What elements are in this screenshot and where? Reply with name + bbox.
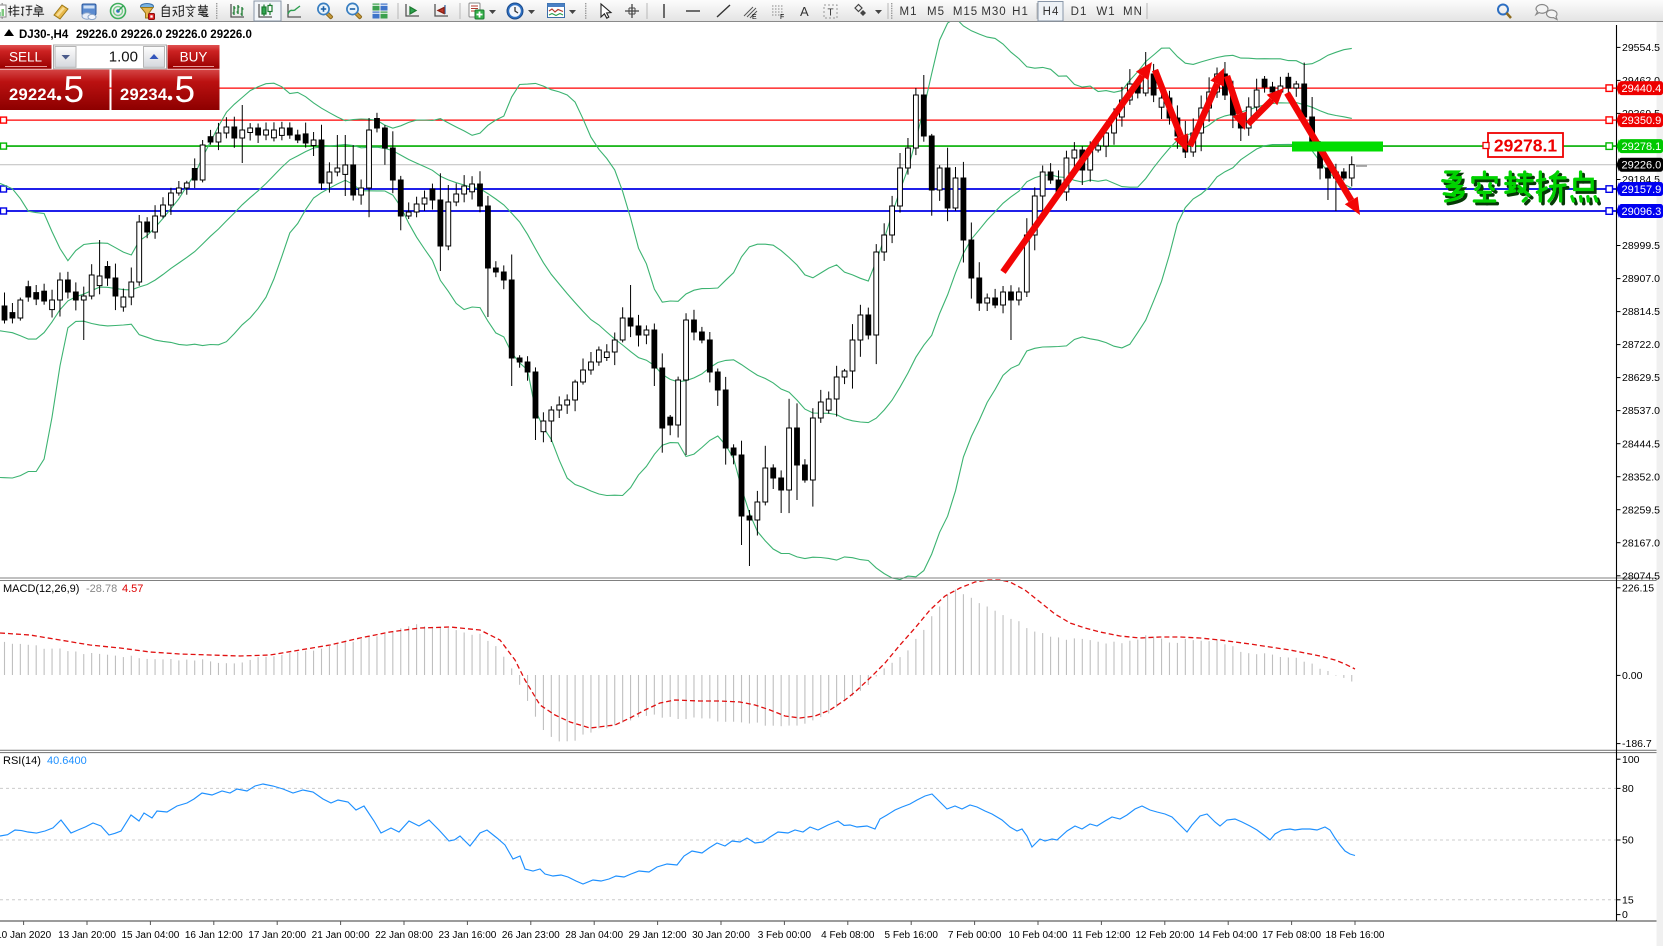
svg-text:29278.1: 29278.1 <box>1622 141 1662 153</box>
svg-text:15 Jan 04:00: 15 Jan 04:00 <box>121 930 179 941</box>
svg-text:28074.5: 28074.5 <box>1622 570 1660 582</box>
svg-text:0: 0 <box>1622 909 1628 921</box>
svg-text:M1: M1 <box>900 6 918 18</box>
svg-text:28629.5: 28629.5 <box>1622 372 1660 384</box>
svg-text:E: E <box>752 14 757 21</box>
svg-text:MACD(12,26,9): MACD(12,26,9) <box>3 583 79 595</box>
svg-text:M30: M30 <box>981 6 1006 18</box>
svg-text:SELL: SELL <box>9 50 43 65</box>
svg-text:226.15: 226.15 <box>1622 582 1654 594</box>
svg-text:28999.5: 28999.5 <box>1622 240 1660 252</box>
svg-text:10 Jan 2020: 10 Jan 2020 <box>0 930 52 941</box>
svg-text:1.00: 1.00 <box>109 49 138 66</box>
svg-text:30 Jan 20:00: 30 Jan 20:00 <box>692 930 750 941</box>
svg-text:28722.0: 28722.0 <box>1622 339 1660 351</box>
svg-text:F: F <box>780 14 784 21</box>
svg-text:28167.0: 28167.0 <box>1622 537 1660 549</box>
svg-text:RSI(14): RSI(14) <box>3 755 41 767</box>
svg-text:23 Jan 16:00: 23 Jan 16:00 <box>438 930 496 941</box>
svg-text:17 Feb 08:00: 17 Feb 08:00 <box>1262 930 1321 941</box>
svg-text:4.57: 4.57 <box>122 583 143 595</box>
svg-text:15: 15 <box>1622 894 1634 906</box>
svg-text:29278.1: 29278.1 <box>1494 136 1558 156</box>
svg-text:7 Feb 00:00: 7 Feb 00:00 <box>948 930 1002 941</box>
svg-text:BUY: BUY <box>180 50 208 65</box>
svg-text:H4: H4 <box>1043 6 1060 18</box>
svg-text:5: 5 <box>64 69 85 110</box>
svg-text:18 Feb 16:00: 18 Feb 16:00 <box>1326 930 1385 941</box>
svg-text:40.6400: 40.6400 <box>47 755 87 767</box>
svg-text:29554.5: 29554.5 <box>1622 42 1660 54</box>
svg-text:3 Feb 00:00: 3 Feb 00:00 <box>758 930 812 941</box>
svg-text:-186.7: -186.7 <box>1622 738 1652 750</box>
svg-text:13 Jan 20:00: 13 Jan 20:00 <box>58 930 116 941</box>
svg-text:11 Feb 12:00: 11 Feb 12:00 <box>1072 930 1131 941</box>
svg-text:28537.0: 28537.0 <box>1622 405 1660 417</box>
svg-text:29224: 29224 <box>9 86 57 104</box>
svg-text:M15: M15 <box>953 6 978 18</box>
svg-text:29157.9: 29157.9 <box>1622 184 1662 196</box>
svg-text:D1: D1 <box>1071 6 1088 18</box>
svg-text:22 Jan 08:00: 22 Jan 08:00 <box>375 930 433 941</box>
svg-text:26 Jan 23:00: 26 Jan 23:00 <box>502 930 560 941</box>
svg-text:0.00: 0.00 <box>1622 670 1643 682</box>
svg-text:MN: MN <box>1123 6 1143 18</box>
svg-text:A: A <box>800 4 809 19</box>
svg-text:16 Jan 12:00: 16 Jan 12:00 <box>185 930 243 941</box>
svg-text:5: 5 <box>175 69 196 110</box>
svg-text:21 Jan 00:00: 21 Jan 00:00 <box>312 930 370 941</box>
svg-text:29 Jan 12:00: 29 Jan 12:00 <box>629 930 687 941</box>
svg-text:H1: H1 <box>1012 6 1029 18</box>
svg-text:12 Feb 20:00: 12 Feb 20:00 <box>1135 930 1194 941</box>
svg-text:29096.3: 29096.3 <box>1622 206 1662 218</box>
svg-text:14 Feb 04:00: 14 Feb 04:00 <box>1199 930 1258 941</box>
svg-text:4 Feb 08:00: 4 Feb 08:00 <box>821 930 875 941</box>
svg-text:-28.78: -28.78 <box>86 583 117 595</box>
svg-text:10 Feb 04:00: 10 Feb 04:00 <box>1009 930 1068 941</box>
svg-text:29350.9: 29350.9 <box>1622 115 1662 127</box>
svg-text:29234: 29234 <box>120 86 168 104</box>
svg-text:DJ30-,H4: DJ30-,H4 <box>19 29 69 41</box>
svg-text:29440.4: 29440.4 <box>1622 83 1662 95</box>
svg-text:5 Feb 16:00: 5 Feb 16:00 <box>885 930 939 941</box>
svg-text:28907.0: 28907.0 <box>1622 273 1660 285</box>
svg-text:M5: M5 <box>927 6 945 18</box>
svg-text:29226.0: 29226.0 <box>1622 160 1662 172</box>
svg-text:T: T <box>828 8 834 19</box>
svg-text:80: 80 <box>1622 783 1634 795</box>
svg-text:28259.5: 28259.5 <box>1622 504 1660 516</box>
svg-text:100: 100 <box>1622 754 1640 766</box>
svg-text:28814.5: 28814.5 <box>1622 306 1660 318</box>
svg-text:29226.0 29226.0 29226.0 29226.: 29226.0 29226.0 29226.0 29226.0 <box>76 29 252 41</box>
svg-text:28352.0: 28352.0 <box>1622 471 1660 483</box>
svg-text:17 Jan 20:00: 17 Jan 20:00 <box>248 930 306 941</box>
svg-text:28444.5: 28444.5 <box>1622 438 1660 450</box>
svg-text:50: 50 <box>1622 835 1634 847</box>
svg-text:28 Jan 04:00: 28 Jan 04:00 <box>565 930 623 941</box>
svg-text:W1: W1 <box>1096 6 1115 18</box>
